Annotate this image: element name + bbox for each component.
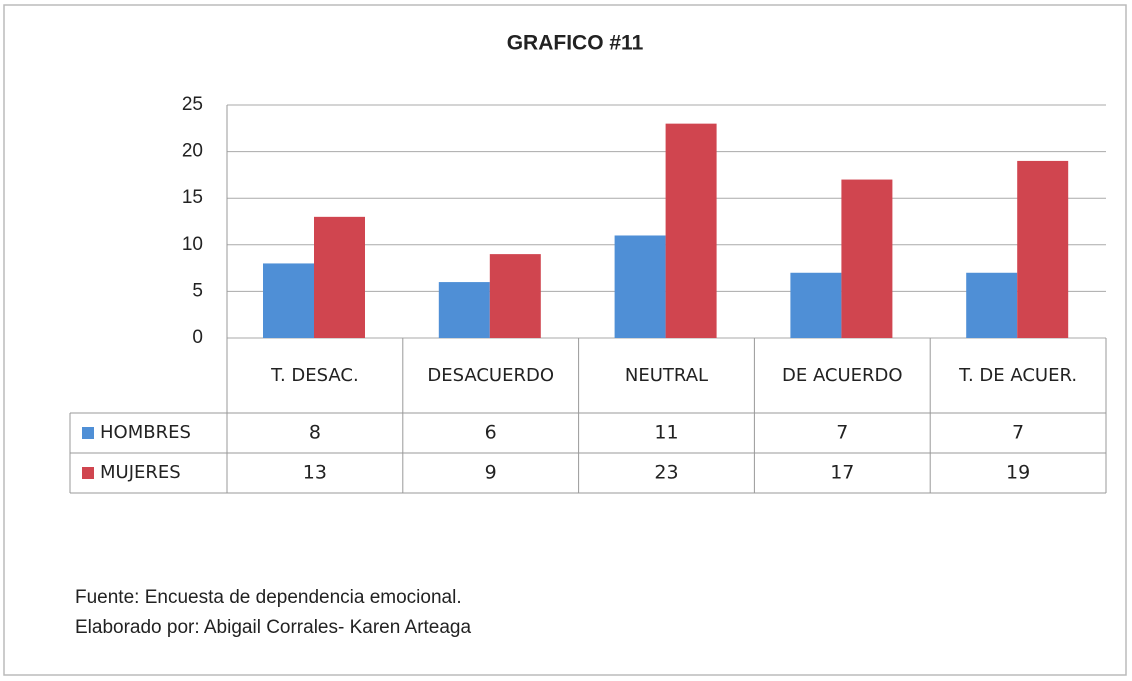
bar	[966, 272, 1018, 338]
source-note: Fuente: Encuesta de dependencia emociona…	[75, 587, 462, 608]
table-value: 7	[1012, 422, 1024, 444]
category-label: NEUTRAL	[624, 364, 709, 386]
category-label: DE ACUERDO	[781, 364, 903, 386]
bar	[614, 235, 666, 338]
table-value: 13	[303, 462, 327, 484]
bar	[1017, 160, 1069, 338]
bar	[841, 179, 893, 338]
bar	[438, 282, 490, 338]
table-value: 11	[654, 422, 678, 444]
table-value: 19	[1006, 462, 1030, 484]
y-tick-label: 25	[182, 94, 203, 115]
legend-label: HOMBRES	[100, 422, 191, 443]
bar	[314, 216, 365, 338]
legend-swatch	[82, 427, 94, 439]
y-tick-label: 0	[192, 327, 203, 348]
y-tick-label: 10	[182, 234, 203, 255]
table-value: 9	[485, 462, 497, 484]
bar	[665, 123, 717, 338]
y-tick-label: 20	[182, 141, 203, 162]
legend-swatch	[82, 467, 94, 479]
credit-note: Elaborado por: Abigail Corrales- Karen A…	[75, 617, 472, 638]
category-label: DESACUERDO	[427, 364, 555, 386]
category-label: T. DESAC.	[271, 364, 359, 386]
chart-title: GRAFICO #11	[507, 32, 644, 55]
y-tick-label: 15	[182, 187, 203, 208]
table-value: 23	[654, 462, 678, 484]
bar	[790, 272, 842, 338]
bar	[263, 263, 314, 338]
table-value: 7	[836, 422, 848, 444]
frame	[3, 4, 1127, 676]
category-label: T. DE ACUER.	[959, 364, 1078, 386]
table-value: 6	[485, 422, 497, 444]
bar	[489, 254, 541, 338]
table-value: 8	[309, 422, 321, 444]
y-tick-label: 5	[192, 280, 203, 301]
table-value: 17	[830, 462, 854, 484]
legend-label: MUJERES	[100, 462, 181, 483]
